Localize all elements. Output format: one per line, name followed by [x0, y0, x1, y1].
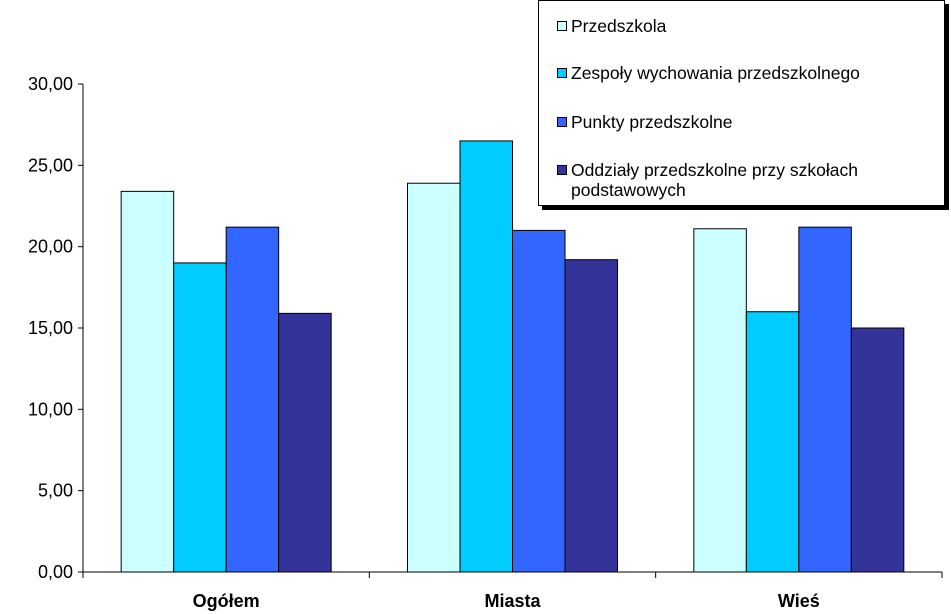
legend-item-przedszkola: Przedszkola	[557, 16, 666, 36]
y-tick-label: 25,00	[28, 155, 73, 175]
legend-item-punkty: Punkty przedszkolne	[557, 112, 732, 132]
legend-item-oddzialy: Oddziały przedszkolne przy szkołach pods…	[557, 160, 937, 200]
bar-4-3	[850, 327, 905, 573]
legend: Przedszkola Zespoły wychowania przedszko…	[538, 0, 945, 206]
legend-swatch-przedszkola	[557, 21, 567, 31]
bar-1-2	[407, 182, 461, 573]
bar-2-3	[745, 311, 800, 573]
x-category-label: Ogółem	[193, 591, 260, 611]
legend-label: Punkty przedszkolne	[571, 112, 733, 132]
y-tick-label: 0,00	[38, 562, 73, 582]
legend-item-zespoly: Zespoły wychowania przedszkolnego	[557, 63, 860, 83]
bar-4-1	[278, 312, 332, 573]
y-tick-label: 15,00	[28, 318, 73, 338]
bar-2-1	[173, 262, 227, 573]
bar-4-2	[564, 259, 618, 573]
bar-3-1	[225, 226, 280, 573]
category-labels: Ogółem Miasta Wieś	[193, 591, 820, 611]
y-tick-label: 30,00	[28, 74, 73, 94]
legend-swatch-punkty	[557, 117, 567, 127]
y-tick-label: 10,00	[28, 399, 73, 419]
legend-label: Oddziały przedszkolne przy szkołach pods…	[571, 160, 858, 200]
bar-2-2	[459, 140, 513, 573]
bar-3-3	[798, 226, 852, 573]
bar-1-1	[120, 190, 175, 573]
bars	[120, 140, 905, 573]
bar-1-3	[693, 228, 747, 573]
x-category-label: Miasta	[484, 591, 541, 611]
legend-swatch-oddzialy	[557, 165, 567, 175]
y-tick-label: 5,00	[38, 481, 73, 501]
y-tick-label: 20,00	[28, 237, 73, 257]
x-axis	[82, 571, 943, 578]
legend-swatch-zespoly	[557, 68, 567, 78]
y-axis: 0,00 5,00 10,00 15,00 20,00 25,00 30,00	[28, 74, 84, 582]
x-category-label: Wieś	[778, 591, 820, 611]
bar-3-2	[512, 229, 566, 573]
legend-label: Przedszkola	[571, 16, 667, 36]
legend-label: Zespoły wychowania przedszkolnego	[571, 63, 860, 83]
